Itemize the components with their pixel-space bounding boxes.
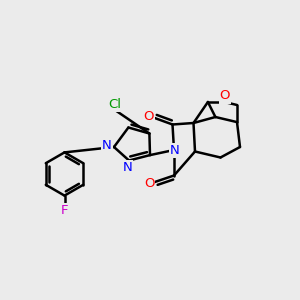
Text: N: N xyxy=(123,160,132,174)
Text: N: N xyxy=(102,139,112,152)
Text: N: N xyxy=(170,144,179,157)
Text: O: O xyxy=(143,110,153,123)
Text: O: O xyxy=(144,177,154,190)
Text: Cl: Cl xyxy=(108,98,122,111)
Text: F: F xyxy=(61,204,68,217)
Text: O: O xyxy=(220,89,230,103)
